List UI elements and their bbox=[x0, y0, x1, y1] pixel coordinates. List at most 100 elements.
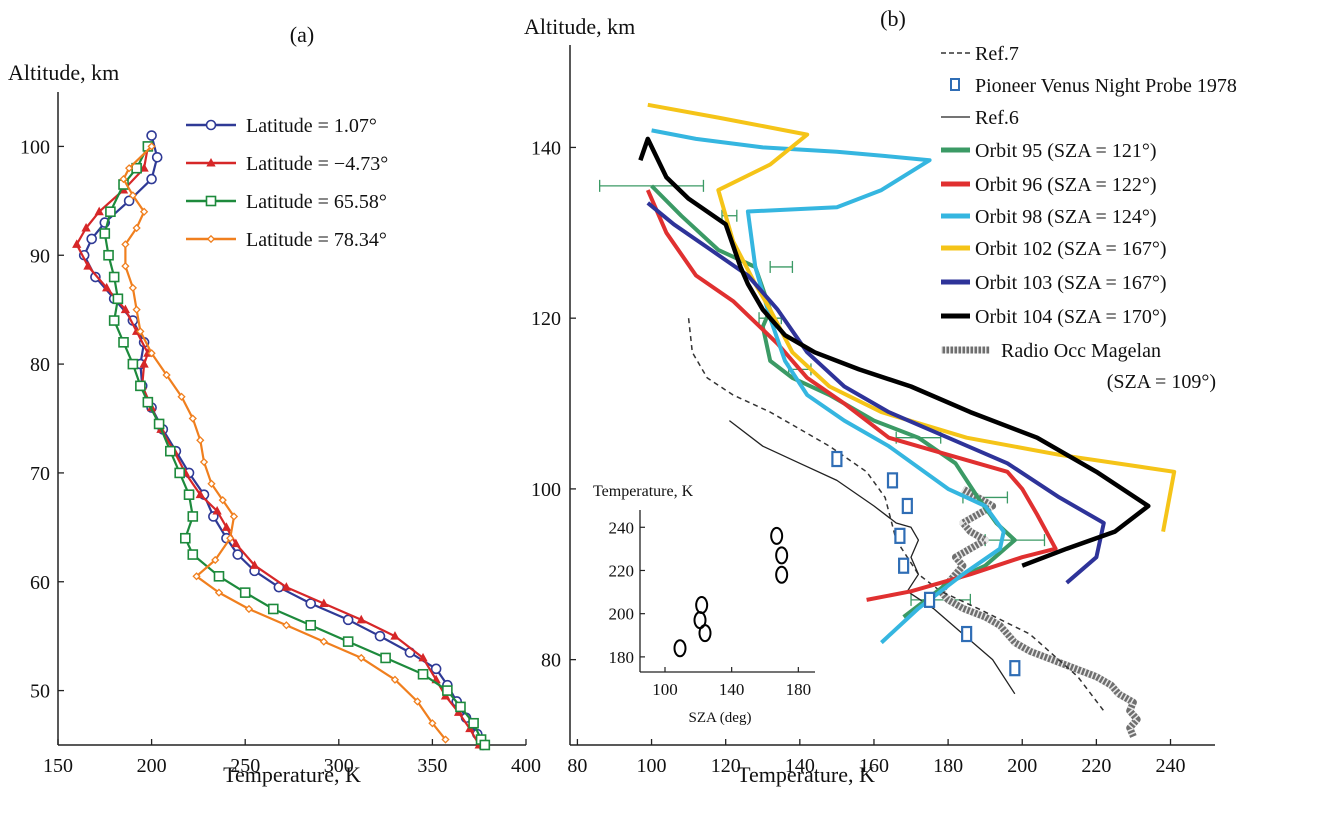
panel-a-data-point bbox=[128, 283, 137, 293]
panel-a-data-point bbox=[187, 511, 199, 522]
panel-a-data-point bbox=[174, 467, 185, 479]
panel-a-data-point bbox=[132, 305, 141, 314]
panel-a-data-point bbox=[127, 358, 139, 370]
panel-a-data-point bbox=[102, 282, 112, 292]
panel-a-data-point bbox=[123, 195, 135, 207]
panel-a-data-point bbox=[103, 249, 114, 261]
panel-a-data-point bbox=[147, 349, 156, 358]
panel-b-series-hatch bbox=[937, 485, 1141, 738]
panel-a-data-point bbox=[199, 457, 209, 467]
legend-swatch-marker bbox=[206, 157, 216, 167]
inset-data-point bbox=[775, 565, 789, 584]
panel-b-legend-label: Orbit 95 (SZA = 121°) bbox=[975, 140, 1157, 162]
panel-a-data-point bbox=[430, 663, 442, 675]
panel-a-data-point bbox=[249, 560, 260, 569]
panel-a-data-point bbox=[139, 359, 149, 368]
panel-a-data-point bbox=[146, 173, 157, 185]
panel-b-legend-item: Orbit 102 (SZA = 167°) bbox=[941, 238, 1167, 260]
panel-a-data-point bbox=[417, 668, 429, 680]
panel-a-data-point bbox=[356, 614, 366, 624]
panel-b-legend-label: Ref.7 bbox=[975, 43, 1019, 65]
panel-a-x-title: Temperature, K bbox=[223, 762, 361, 787]
panel-a-data-point bbox=[81, 222, 91, 232]
panel-a-data-point bbox=[211, 555, 220, 565]
panel-a-y-title: Altitude, km bbox=[8, 60, 119, 85]
panel-a-data-point bbox=[183, 489, 195, 500]
panel-a-data-point bbox=[232, 549, 244, 560]
panel-a-data-point bbox=[231, 538, 241, 548]
panel-b-legend-label: Ref.6 bbox=[975, 107, 1019, 129]
panel-b-legend-item: Ref.6 bbox=[941, 107, 1019, 129]
panel-b-series-line bbox=[646, 201, 1106, 585]
panel-a-data-point bbox=[165, 445, 176, 457]
panel-a-y-tick-label: 60 bbox=[30, 572, 50, 594]
panel-a-data-point bbox=[390, 675, 400, 684]
panel-a-data-point bbox=[83, 261, 93, 270]
panel-a-data-point bbox=[218, 496, 227, 505]
panel-a-legend-item: Latitude = −4.73° bbox=[186, 153, 388, 175]
panel-a-data-point bbox=[108, 271, 120, 283]
inset-x-tick-label: 100 bbox=[652, 680, 678, 699]
inset-data-point bbox=[770, 526, 784, 545]
inset-y-tick-label: 240 bbox=[609, 518, 635, 537]
panel-b-x-tick-label: 240 bbox=[1156, 755, 1186, 777]
inset-data-point bbox=[775, 546, 789, 565]
panel-b-x-tick-label: 200 bbox=[1007, 755, 1037, 777]
panel-b-series-line bbox=[687, 318, 1105, 712]
panel-b-series-3 bbox=[729, 420, 1016, 695]
panel-a-legend-item: Latitude = 1.07° bbox=[186, 115, 377, 137]
panel-b-series-line bbox=[638, 136, 1151, 568]
panel-a-data-point bbox=[244, 604, 254, 614]
inset-chart: Temperature, K SZA (deg) 100 140 180 180 200… bbox=[593, 483, 815, 726]
panel-b-series-5 bbox=[645, 189, 1058, 602]
panel-a-data-point bbox=[162, 370, 171, 380]
panel-a-data-point bbox=[441, 735, 450, 744]
inset-x-tick-label: 140 bbox=[719, 680, 745, 699]
panel-b-legend-label: Pioneer Venus Night Probe 1978 bbox=[975, 75, 1237, 97]
panel-b-x-title: Temperature, K bbox=[737, 762, 875, 787]
panel-a-data-point bbox=[413, 697, 422, 706]
panel-b-y-title: Altitude, km bbox=[524, 14, 635, 39]
panel-a-x-tick-label: 350 bbox=[417, 755, 447, 777]
panel-a-data-point bbox=[196, 436, 205, 445]
panel-b-x-tick-label: 140 bbox=[785, 755, 815, 777]
panel-b-x-tick-label: 120 bbox=[711, 755, 741, 777]
legend-swatch-marker bbox=[205, 119, 217, 131]
panel-a-series-1 bbox=[78, 130, 489, 751]
panel-a-y-tick-label: 70 bbox=[30, 463, 50, 485]
panel-a-legend-label: Latitude = 65.58° bbox=[246, 191, 387, 213]
panel-a-legend-item: Latitude = 65.58° bbox=[186, 191, 387, 213]
panel-a-data-point bbox=[147, 142, 156, 151]
panel-a-x-tick-label: 250 bbox=[230, 755, 260, 777]
panel-a-data-point bbox=[226, 534, 235, 543]
panel-a-data-point bbox=[72, 239, 82, 248]
panel-a-data-point bbox=[442, 685, 453, 696]
inset-data-point bbox=[695, 596, 709, 615]
inset-y-tick-label: 200 bbox=[609, 605, 635, 624]
panel-a-data-point bbox=[146, 130, 157, 141]
panel-b-data-point bbox=[961, 625, 973, 643]
panel-b-series-line bbox=[647, 102, 1177, 532]
panel-a-data-point bbox=[221, 522, 232, 531]
legend-swatch-marker bbox=[206, 234, 216, 244]
panel-b-x-tick-label: 220 bbox=[1081, 755, 1111, 777]
panel-b-legend-label: Orbit 103 (SZA = 167°) bbox=[975, 272, 1167, 294]
panel-b-legend-item: Pioneer Venus Night Probe 1978 bbox=[950, 75, 1237, 97]
panel-a-data-point bbox=[267, 603, 279, 615]
panel-a-data-point bbox=[229, 512, 239, 521]
panel-a-legend-label: Latitude = 1.07° bbox=[246, 115, 377, 137]
panel-a-data-point bbox=[468, 717, 479, 729]
panel-b-data-point bbox=[898, 557, 910, 574]
legend-swatch-marker bbox=[205, 195, 217, 207]
inset-x-tick-label: 180 bbox=[786, 680, 812, 699]
panel-b-legend-label-cont: (SZA = 109°) bbox=[1107, 371, 1216, 393]
panel-a-x-tick-label: 200 bbox=[137, 755, 167, 777]
panel-a-data-point bbox=[195, 489, 205, 499]
panel-label-a: (a) bbox=[290, 22, 314, 47]
panel-a-data-point bbox=[192, 572, 201, 581]
panel-a-data-point bbox=[136, 327, 145, 336]
panel-a-series-line bbox=[122, 145, 447, 741]
panel-b-series-line bbox=[729, 420, 1016, 695]
panel-a-data-point bbox=[119, 174, 128, 184]
panel-a-data-point bbox=[418, 652, 428, 662]
